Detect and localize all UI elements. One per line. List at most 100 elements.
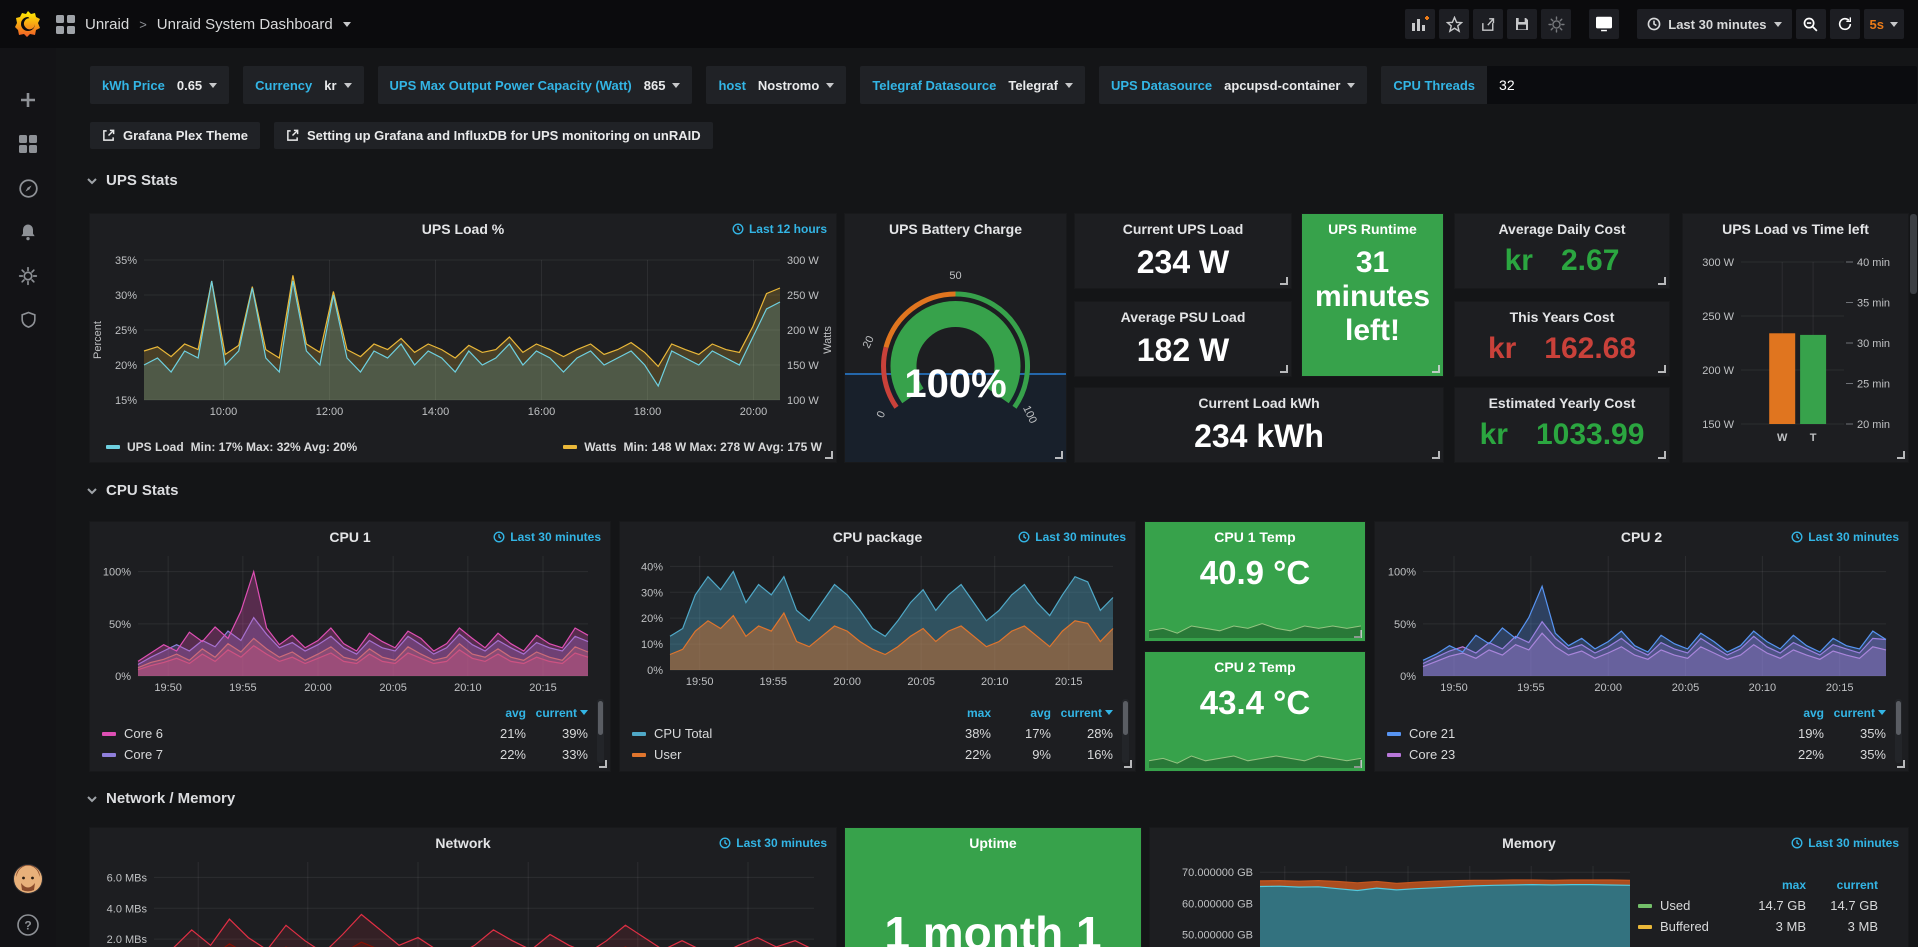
panel-time-range[interactable]: Last 30 minutes [1018, 530, 1126, 544]
legend-col-header[interactable]: avg [1803, 705, 1824, 720]
panel-title[interactable]: Current UPS Load [1122, 221, 1244, 237]
legend-col-header[interactable]: avg [505, 705, 526, 720]
breadcrumb-separator: > [139, 16, 147, 32]
panel-time-range[interactable]: Last 30 minutes [1791, 836, 1899, 850]
page-scrollbar[interactable] [1910, 214, 1917, 294]
legend-series[interactable]: Used [1638, 898, 1734, 913]
panel-time-range[interactable]: Last 12 hours [732, 222, 827, 236]
panel-title[interactable]: UPS Load % [421, 221, 505, 237]
cpu-threads-input[interactable] [1487, 66, 1918, 104]
panel-title[interactable]: Average Daily Cost [1498, 221, 1626, 237]
breadcrumb-app[interactable]: Unraid [85, 15, 130, 33]
variable-value-dropdown[interactable]: Nostromo [758, 78, 846, 93]
sort-caret-icon [1105, 710, 1113, 715]
dashboard-settings-button[interactable] [1541, 9, 1572, 39]
legend-item[interactable]: UPS Load Min: 17% Max: 32% Avg: 20% [106, 440, 357, 454]
variable-value-dropdown[interactable]: Telegraf [1008, 78, 1085, 93]
legend-col-header[interactable]: current [1824, 706, 1886, 720]
dashboards-menu-item[interactable] [0, 122, 56, 166]
legend-series[interactable]: Core 7 [102, 747, 464, 762]
panel-title[interactable]: CPU 2 [1620, 529, 1663, 545]
panel-title[interactable]: UPS Load vs Time left [1722, 221, 1869, 237]
svg-text:20:00: 20:00 [1594, 682, 1622, 693]
legend-series[interactable]: Core 21 [1387, 726, 1762, 741]
refresh-interval-picker[interactable]: 5s [1863, 9, 1904, 39]
svg-text:20 min: 20 min [1857, 419, 1890, 431]
server-admin-menu-item[interactable] [0, 298, 56, 342]
user-avatar[interactable] [13, 864, 43, 899]
panel-title[interactable]: Uptime [969, 835, 1017, 851]
legend-col-header[interactable]: current [526, 706, 588, 720]
apps-grid-icon[interactable] [56, 14, 75, 34]
chevron-down-icon[interactable] [342, 21, 351, 27]
cpu-package-chart[interactable]: 40% 30% 20% 10% 0% 19:50 19:55 20:00 20:05 20:10 2… [628, 548, 1127, 693]
section-ups-stats[interactable]: UPS Stats [86, 172, 178, 189]
legend-item[interactable]: Watts Min: 148 W Max: 278 W Avg: 175 W [563, 440, 822, 454]
legend-series[interactable]: User [632, 747, 931, 762]
panel-time-range[interactable]: Last 30 minutes [719, 836, 827, 850]
link-grafana-plex-theme[interactable]: Grafana Plex Theme [90, 122, 260, 149]
variable-value-dropdown[interactable]: apcupsd-container [1224, 78, 1367, 93]
share-dashboard-button[interactable] [1473, 9, 1504, 39]
legend-series[interactable]: CPU Total [632, 726, 931, 741]
help-menu-item[interactable]: ? [0, 913, 56, 937]
svg-text:20:15: 20:15 [1055, 676, 1083, 688]
link-ups-monitoring-guide[interactable]: Setting up Grafana and InfluxDB for UPS … [274, 122, 713, 149]
variable-value-dropdown[interactable]: 865 [644, 78, 693, 93]
cpu2-chart[interactable]: 100% 50% 0% 19:50 19:55 20:00 20:05 20:10 20:15 [1383, 548, 1900, 694]
legend-series[interactable]: Buffered [1638, 919, 1734, 934]
cycle-view-mode-button[interactable] [1589, 9, 1620, 39]
section-network-memory[interactable]: Network / Memory [86, 790, 235, 807]
grafana-logo[interactable] [0, 9, 56, 39]
panel-cpu-2: CPU 2 Last 30 minutes 100% 50% 0% 19:50 19:5… [1375, 522, 1908, 771]
section-cpu-stats[interactable]: CPU Stats [86, 482, 179, 499]
star-dashboard-button[interactable] [1439, 9, 1470, 39]
panel-time-range[interactable]: Last 30 minutes [1791, 530, 1899, 544]
zoom-out-time-button[interactable] [1795, 9, 1826, 39]
alerting-menu-item[interactable] [0, 210, 56, 254]
refresh-button[interactable] [1829, 9, 1860, 39]
legend-series[interactable]: Core 6 [102, 726, 464, 741]
panel-title[interactable]: CPU package [832, 529, 923, 545]
panel-cpu2-temp: CPU 2 Temp 43.4 °C [1145, 652, 1365, 771]
legend-col-header[interactable]: current [1051, 706, 1113, 720]
panel-title[interactable]: Network [435, 835, 491, 851]
legend-scrollbar[interactable] [1895, 699, 1902, 763]
add-panel-button[interactable] [1405, 9, 1436, 39]
create-new-button[interactable] [0, 78, 56, 122]
legend-scrollbar[interactable] [597, 699, 604, 763]
svg-text:200 W: 200 W [1702, 365, 1734, 377]
cpu1-chart[interactable]: 100% 50% 0% 19:50 19:55 20:00 20:05 20:10 20:15 [98, 548, 602, 694]
legend-col-header[interactable]: current [1836, 877, 1878, 892]
time-range-picker[interactable]: Last 30 minutes [1637, 9, 1792, 39]
explore-menu-item[interactable] [0, 166, 56, 210]
breadcrumb-dashboard-title[interactable]: Unraid System Dashboard [156, 15, 333, 33]
panel-title[interactable]: Estimated Yearly Cost [1488, 395, 1636, 411]
legend-series[interactable]: Core 23 [1387, 747, 1762, 762]
panel-title[interactable]: Memory [1502, 835, 1556, 851]
variable-value-dropdown[interactable]: 0.65 [177, 78, 229, 93]
panel-title[interactable]: CPU 1 [329, 529, 371, 545]
panel-title[interactable]: CPU 1 Temp [1214, 529, 1296, 545]
panel-title[interactable]: Current Load kWh [1198, 395, 1320, 411]
legend-scrollbar[interactable] [1122, 699, 1129, 763]
panel-title[interactable]: UPS Battery Charge [888, 221, 1023, 237]
legend-col-header[interactable]: max [1781, 877, 1806, 892]
svg-text:70.000000 GB: 70.000000 GB [1182, 867, 1253, 879]
panel-time-range[interactable]: Last 30 minutes [493, 530, 601, 544]
panel-title[interactable]: UPS Runtime [1328, 221, 1417, 237]
panel-title[interactable]: CPU 2 Temp [1214, 659, 1296, 675]
ups-load-chart[interactable]: 35% 30% 25% 20% 15% 300 W 250 W 200 W 150 W 100 W… [98, 240, 828, 422]
ups-load-vs-time-chart[interactable]: 300 W 250 W 200 W 150 W 40 min 35 min 30 min 25… [1689, 240, 1902, 456]
variable-value-dropdown[interactable]: kr [324, 78, 363, 93]
legend-value: 38% [964, 726, 991, 741]
legend-col-header[interactable]: max [966, 705, 991, 720]
panel-title[interactable]: Average PSU Load [1120, 309, 1246, 325]
legend-col-header[interactable]: avg [1030, 705, 1051, 720]
ups-battery-gauge[interactable]: 0 20 50 100 [845, 244, 1066, 462]
configuration-menu-item[interactable] [0, 254, 56, 298]
save-dashboard-button[interactable] [1507, 9, 1538, 39]
panel-title[interactable]: This Years Cost [1509, 309, 1615, 325]
